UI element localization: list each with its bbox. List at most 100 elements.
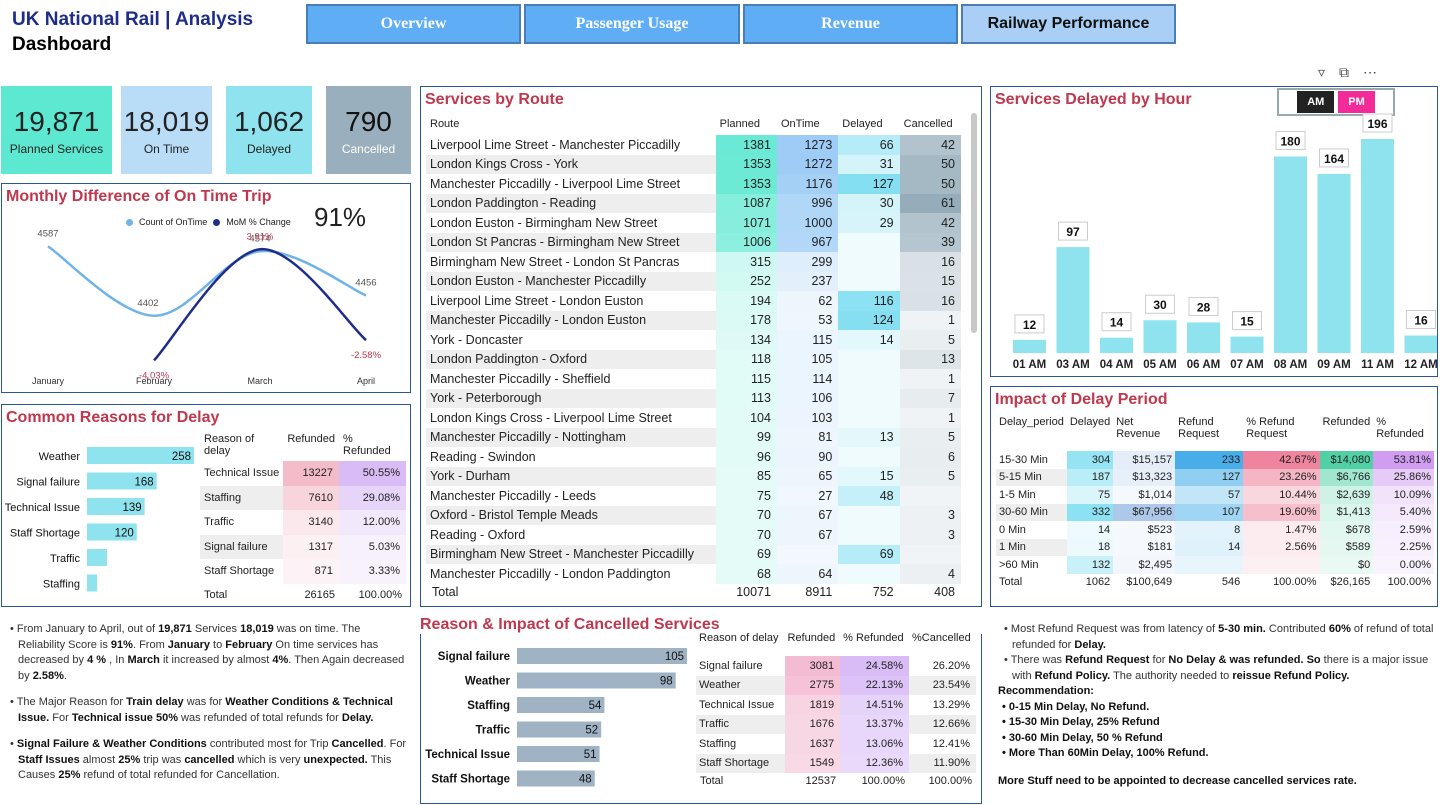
bar-value-label: 51 <box>584 749 597 761</box>
pct-cancelled-cell: 12.66% <box>909 714 976 734</box>
total-cell: 12537 <box>805 775 837 787</box>
cancelled-cell: 13 <box>899 349 961 369</box>
filter-icon[interactable]: ▿ <box>1318 64 1326 80</box>
delay-reasons-title: Common Reasons for Delay <box>6 409 220 426</box>
route-cell: York - Peterborough <box>426 388 716 408</box>
impact-cell: 332 <box>1066 503 1114 521</box>
ontime-cell: 967 <box>776 232 839 252</box>
impact-cell: $589 <box>1319 538 1374 556</box>
impact-cell: 5.40% <box>1373 503 1434 521</box>
legend-item: MoM % Change <box>226 217 291 227</box>
reliability-score: 91% <box>314 202 367 232</box>
table-row: 1 Min 18 $181 14 2.56% $589 2.25% <box>996 538 1434 556</box>
pct-cancelled-cell: 13.29% <box>932 698 970 711</box>
delayed-cell: 15 <box>838 466 900 486</box>
table-row: Manchester Piccadilly - Liverpool Lime S… <box>426 174 961 194</box>
category-label: Staffing <box>467 700 510 712</box>
kpi-delayed: 1,062 Delayed <box>226 86 312 174</box>
planned-cell: 115 <box>715 369 777 389</box>
bar-value-label: 98 <box>660 676 673 688</box>
route-cell: Oxford - Bristol Temple Meads <box>426 505 716 525</box>
table-row: London Euston - Birmingham New Street 107… <box>426 213 961 233</box>
table-row: Traffic 1676 13.37% 12.66% <box>696 714 976 734</box>
more-options-icon[interactable]: ⋯ <box>1363 64 1378 80</box>
bar-label-box <box>1362 113 1393 133</box>
dashboard-subtitle: Dashboard <box>12 34 112 55</box>
cancelled-cell: 15 <box>899 271 961 291</box>
category-label: Staff Shortage <box>10 528 80 540</box>
nav-revenue-button[interactable]: Revenue <box>743 4 958 44</box>
total-cell: 546 <box>1221 575 1241 588</box>
bar-label-box <box>1101 312 1132 332</box>
pct-refunded-cell: 5.03% <box>339 534 406 559</box>
table-row: Birmingham New Street - Manchester Picca… <box>426 544 961 564</box>
table-total-row: Total 1062 $100,649 546 100.00% $26,165 100.00… <box>996 574 1434 590</box>
cancelled-cell: 3 <box>899 525 961 545</box>
monthly-legend: Count of OnTime MoM % Change <box>126 217 291 227</box>
planned-cell: 178 <box>715 310 777 330</box>
table-row: Manchester Piccadilly - Leeds 75 27 48 <box>426 486 961 506</box>
cancelled-cell: 1 <box>899 310 961 330</box>
bar-value-label: 168 <box>134 477 153 489</box>
column-header: %Cancelled <box>912 632 971 644</box>
reason-cell: Staff Shortage <box>204 565 275 578</box>
cancel-panel: Signal failure 105 Weather 98 Staffing 54 Traf… <box>420 632 982 804</box>
route-cell: London Paddington - Oxford <box>426 349 716 369</box>
kpi-value: 790 <box>345 106 392 137</box>
refunded-cell: 1819 <box>784 695 841 715</box>
ontime-cell: 996 <box>776 193 839 213</box>
pct-cancelled-cell: 23.54% <box>909 675 976 695</box>
table-row: 5-15 Min 187 $13,323 127 23.26% $6,766 25.86% <box>996 468 1434 486</box>
bar-value-label: 16 <box>1414 314 1428 328</box>
table-row: London Kings Cross - Liverpool Lime Stre… <box>426 408 961 428</box>
kpi-cancelled: 790 Cancelled <box>326 86 411 174</box>
column-header: Reason of delay <box>204 433 255 457</box>
impact-cell: $15,157 <box>1113 451 1176 469</box>
insights-right: • Most Refund Request was from latency o… <box>998 622 1438 789</box>
total-cell: Total <box>700 775 724 787</box>
cancel-reason-bar <box>517 721 602 738</box>
category-label: Staffing <box>43 579 80 591</box>
legend-dot <box>126 218 133 226</box>
table-total-row: Total 10071 8911 752 408 <box>426 584 961 600</box>
am-toggle-button[interactable]: AM <box>1297 91 1335 113</box>
impact-cell <box>1175 556 1244 574</box>
delayed-cell <box>838 349 900 369</box>
table-row: Signal failure 3081 24.58% 26.20% <box>696 656 976 676</box>
mom-change-line <box>153 248 367 362</box>
delay-reason-bar <box>87 574 97 592</box>
delay-reason-bar <box>87 472 157 490</box>
impact-cell: 187 <box>1066 468 1114 486</box>
column-header: % Refunded <box>843 632 904 644</box>
bar-value-label: 97 <box>1066 225 1080 239</box>
table-header-row: Reason of delay Refunded % Refunded <box>200 431 406 461</box>
bar-value-label: 258 <box>172 451 191 463</box>
focus-mode-icon[interactable]: ⧉ <box>1339 64 1350 80</box>
cancelled-cell: 61 <box>899 193 961 213</box>
reason-cell: Weather <box>696 675 785 695</box>
nav-passenger-usage-button[interactable]: Passenger Usage <box>524 4 740 44</box>
cancelled-cell: 16 <box>899 252 961 272</box>
impact-cell: 304 <box>1066 451 1114 469</box>
route-cell: Manchester Piccadilly - Nottingham <box>426 427 716 447</box>
pm-toggle-button[interactable]: PM <box>1338 91 1375 113</box>
nav-railway-performance-button[interactable]: Railway Performance <box>961 4 1176 44</box>
impact-cell: 23.26% <box>1243 468 1320 486</box>
table-row: Staff Shortage 1549 12.36% 11.90% <box>696 753 976 773</box>
impact-cell: 8 <box>1175 521 1244 539</box>
mom-data-label: 3.91% <box>247 231 274 242</box>
cancelled-cell: 50 <box>899 154 961 174</box>
total-cell: 408 <box>934 584 955 599</box>
impact-title: Impact of Delay Period <box>995 391 1168 408</box>
nav-overview-button[interactable]: Overview <box>306 4 521 44</box>
routes-scrollbar[interactable] <box>971 113 977 333</box>
total-cell: Total <box>999 575 1023 588</box>
pct-refunded-cell: 24.58% <box>840 656 909 676</box>
table-row: 30-60 Min 332 $67,956 107 19.60% $1,413 5.40% <box>996 503 1434 521</box>
cancelled-cell: 5 <box>899 466 961 486</box>
table-row: Staff Shortage 871 3.33% <box>200 559 406 584</box>
delayed-cell <box>838 369 900 389</box>
insight-bullet: • Most Refund Request was from latency o… <box>1004 623 1434 651</box>
hourly-title: Services Delayed by Hour <box>995 91 1192 108</box>
table-row: Traffic 3140 12.00% <box>200 510 406 535</box>
